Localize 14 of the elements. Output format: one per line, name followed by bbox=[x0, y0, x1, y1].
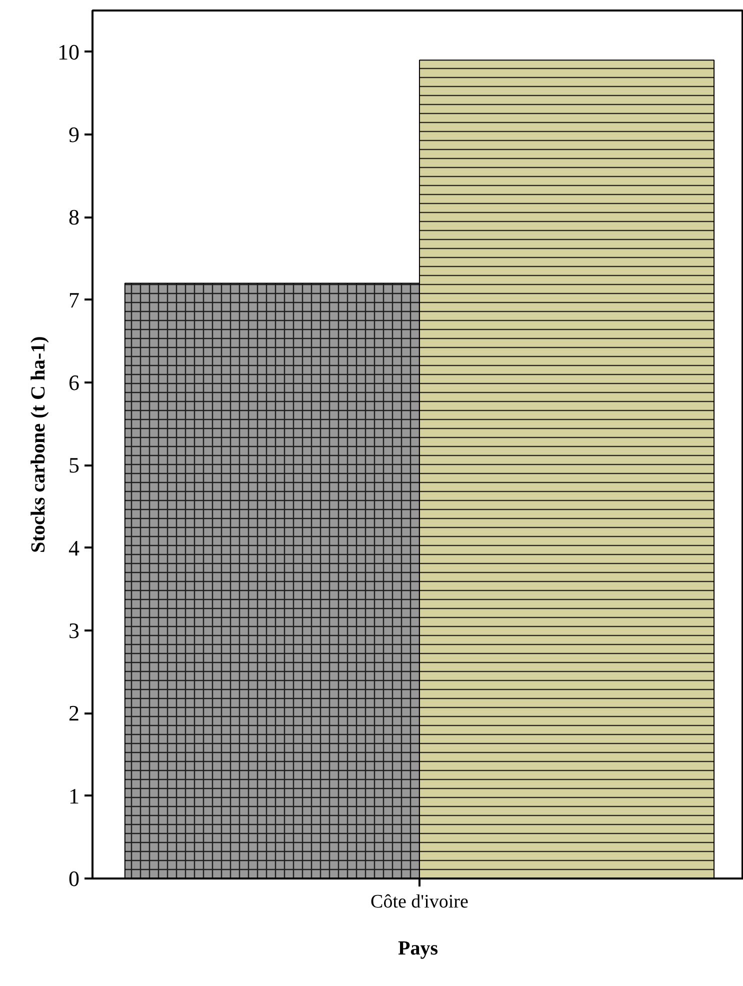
y-axis-title: Stocks carbone (t C ha-1) bbox=[28, 336, 50, 553]
y-tick-label: 1 bbox=[68, 783, 80, 808]
x-axis-title: Pays bbox=[398, 938, 438, 960]
y-tick-label: 10 bbox=[58, 39, 80, 64]
y-tick-label: 4 bbox=[68, 535, 80, 560]
y-tick-label: 2 bbox=[68, 700, 80, 726]
y-tick-label: 7 bbox=[68, 287, 80, 312]
y-tick-label: 0 bbox=[68, 866, 80, 891]
y-tick-label: 5 bbox=[68, 452, 80, 478]
y-tick-label: 8 bbox=[68, 204, 80, 230]
y-tick-label: 6 bbox=[68, 370, 80, 395]
y-tick-label: 9 bbox=[68, 122, 80, 147]
x-tick-label: Côte d'ivoire bbox=[370, 892, 468, 912]
y-tick-label: 3 bbox=[68, 618, 80, 643]
